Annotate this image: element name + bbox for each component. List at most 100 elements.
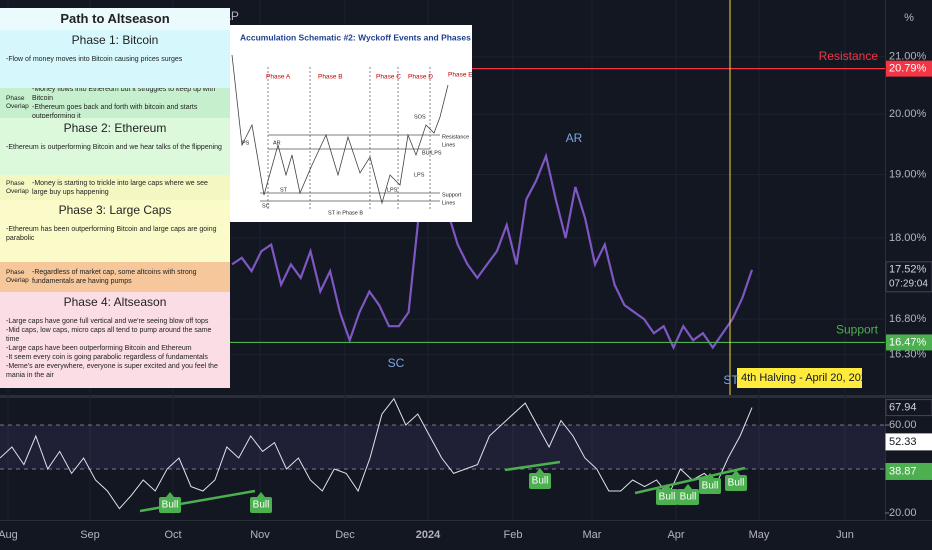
y-tick-label: 19.00% — [889, 168, 927, 180]
annotation: ST — [723, 373, 739, 387]
x-tick-label: Dec — [335, 529, 355, 541]
y-tick-label: 60.00 — [889, 419, 917, 431]
halving-label: 4th Halving - April 20, 2024 — [741, 372, 873, 384]
phase-heading: Phase 1: Bitcoin — [71, 33, 159, 47]
x-tick-label: Oct — [164, 529, 181, 541]
x-tick-label: May — [749, 529, 770, 541]
resistance-price-label: 20.79% — [889, 63, 927, 75]
schematic-label: Lines — [442, 200, 455, 206]
guide-line: -Ethereum has been outperforming Bitcoin… — [6, 226, 217, 242]
overlap-heading: Phase Overlap — [6, 179, 29, 195]
y-tick-label: 18.00% — [889, 232, 927, 244]
schematic-label: SC — [262, 203, 270, 209]
schematic-label: Phase E — [448, 72, 472, 79]
x-tick-label: Nov — [250, 529, 270, 541]
resistance-price-box — [886, 60, 932, 77]
guide-line: -Regardless of market cap, some altcoins… — [32, 269, 197, 285]
schematic-label: PS — [242, 140, 250, 146]
divergence-line — [634, 466, 746, 495]
signal-box — [159, 497, 181, 513]
signal-box — [250, 497, 272, 513]
phase-heading: Phase 3: Large Caps — [58, 203, 172, 217]
guide-section: Phase 2: Ethereum -Ethereum is outperform… — [0, 118, 230, 175]
axis-unit: % — [904, 12, 914, 24]
resistance-label: Resistance — [819, 49, 879, 63]
schematic-label: Resistance — [442, 134, 469, 140]
y-tick-label: 20.00% — [889, 108, 927, 120]
guide-line: -Flow of money moves into Bitcoin causin… — [6, 56, 183, 63]
schematic-label: ST in Phase B — [328, 210, 363, 216]
y-tick-label: 16.30% — [889, 349, 927, 361]
guide-line: -It seem every coin is going parabolic r… — [6, 354, 208, 361]
x-tick-label: Mar — [583, 529, 602, 541]
support-price-box — [886, 334, 932, 351]
phase-heading: Phase 2: Ethereum — [63, 121, 167, 135]
signal-pointer — [536, 468, 544, 473]
support-price-label: 16.47% — [889, 336, 927, 348]
annotation: AR — [566, 131, 583, 145]
signal-pointer — [732, 470, 740, 475]
x-tick-label: Apr — [667, 529, 684, 541]
guide-section: Phase 1: Bitcoin -Flow of money moves int… — [0, 30, 230, 88]
guide-line: -Large caps have gone full vertical and … — [6, 318, 209, 325]
last-price-box — [885, 261, 932, 293]
guide-line: -Money is starting to trickle into large… — [32, 179, 208, 196]
rsi-value-box — [885, 433, 932, 451]
rsi-value-label: 67.94 — [889, 401, 917, 413]
schematic-label: AR — [273, 140, 281, 146]
rsi-value-label: 38.87 — [889, 465, 917, 477]
support-label: Support — [836, 323, 879, 337]
signal-label: Bull — [253, 500, 270, 511]
schematic-label: Phase B — [318, 74, 343, 81]
guide-section: Phase Overlap -Money is starting to trick… — [0, 175, 230, 200]
signal-label: Bull — [162, 500, 179, 511]
phase-heading: Phase 4: Altseason — [63, 295, 167, 309]
guide-title: Path to Altseason — [0, 8, 230, 30]
signal-pointer — [706, 473, 714, 478]
last-price-label: 17.52% — [889, 264, 927, 276]
overlap-body: -Money flows into Ethereum but it strugg… — [32, 88, 224, 118]
rsi-value-box — [885, 399, 932, 417]
signal-label: Bull — [702, 481, 719, 492]
guide-line: -Ethereum is outperforming Bitcoin and w… — [6, 144, 222, 151]
price-line — [231, 152, 754, 351]
signal-label: Bull — [728, 478, 745, 489]
guide-section: Phase Overlap -Regardless of market cap, … — [0, 262, 230, 292]
guide-section: Phase 3: Large Caps -Ethereum has been ou… — [0, 200, 230, 262]
schematic-label: ST — [280, 187, 288, 193]
rsi-value-label: 52.33 — [889, 436, 917, 448]
y-tick-label: 21.00% — [889, 51, 927, 63]
guide-line: -Large caps have been outperforming Bitc… — [6, 345, 192, 352]
x-tick-label: Feb — [504, 529, 523, 541]
schematic-path — [231, 54, 449, 205]
schematic-label: SOS — [414, 114, 426, 120]
overlap-heading: Phase Overlap — [6, 269, 29, 284]
signal-box — [699, 478, 721, 494]
schematic-label: LPS — [387, 187, 398, 193]
signal-box — [677, 489, 699, 505]
signal-label: Bull — [680, 492, 697, 503]
y-tick-label: 20.00 — [889, 507, 917, 519]
schematic-label: Phase A — [266, 74, 291, 81]
overlap-body: -Money is starting to trickle into large… — [32, 179, 224, 197]
rsi-line — [0, 397, 753, 510]
signal-box — [656, 489, 678, 505]
signal-box — [725, 475, 747, 491]
countdown: 07:29:04 — [889, 278, 928, 289]
schematic-label: LPS — [414, 172, 425, 178]
signal-label: Bull — [532, 476, 549, 487]
guide-line: -Ethereum goes back and forth with bitco… — [32, 104, 198, 118]
signal-pointer — [663, 484, 671, 489]
schematic-label: Lines — [442, 142, 455, 148]
x-tick-label: Jun — [836, 529, 854, 541]
rsi-band — [0, 425, 885, 470]
schematic: Accumulation Schematic #2: Wyckoff Event… — [230, 25, 472, 222]
signal-pointer — [684, 484, 692, 489]
schematic-label: BU/LPS — [422, 150, 442, 156]
halving-box — [737, 368, 862, 388]
x-tick-label: 2024 — [416, 529, 441, 541]
schematic-label: Phase C — [376, 74, 401, 81]
guide-panel: Path to Altseason Phase 1: Bitcoin -Flow o… — [0, 8, 230, 388]
overlap-body: -Regardless of market cap, some altcoins… — [32, 268, 224, 286]
